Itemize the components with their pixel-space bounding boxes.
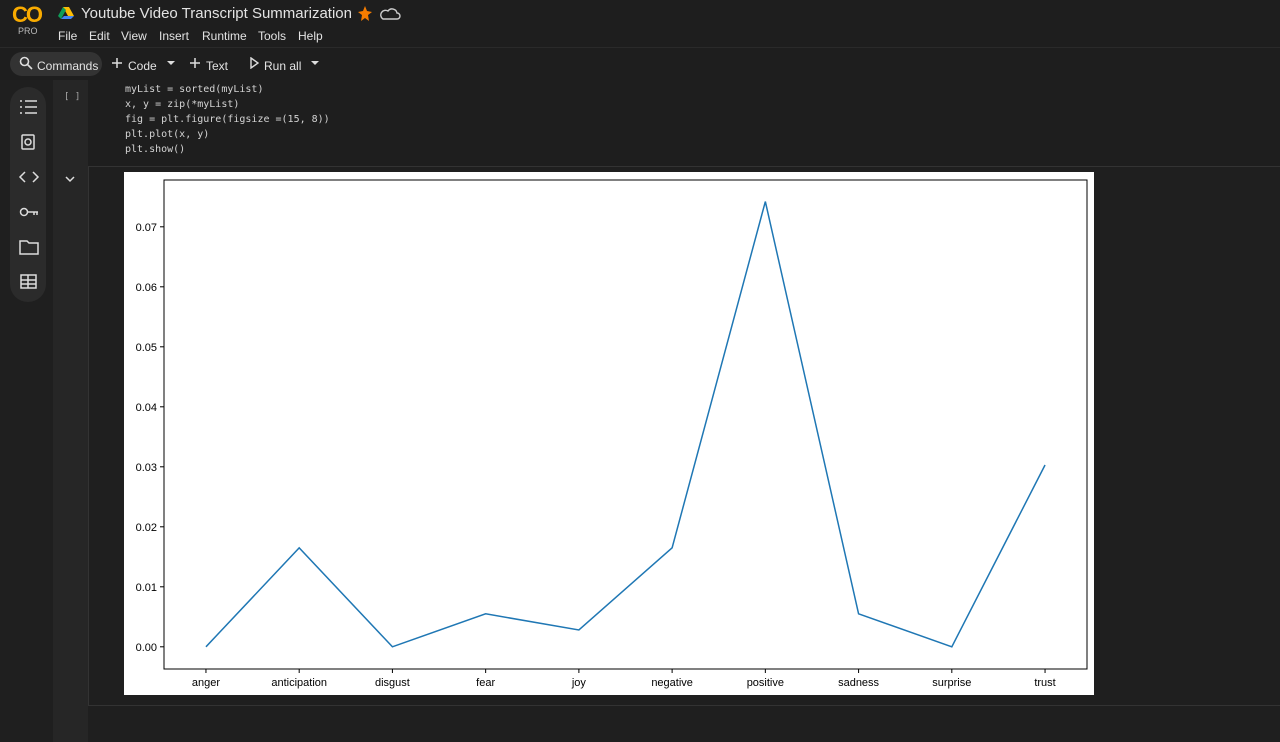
code-line: myList = sorted(myList) <box>125 84 264 95</box>
menu-item[interactable]: Runtime <box>202 29 247 43</box>
line <box>205 201 1046 648</box>
x-tick-label: fear <box>476 677 495 689</box>
menu-item[interactable]: Insert <box>159 29 190 43</box>
y-tick-label: 0.06 <box>136 282 157 294</box>
search-icon <box>19 56 33 70</box>
x-tick-label: sadness <box>838 677 879 689</box>
x-tick-label: surprise <box>932 677 971 689</box>
code-line: plt.plot(x, y) <box>125 129 210 140</box>
y-tick-label: 0.01 <box>136 582 157 594</box>
x-tick-label: anger <box>192 677 220 689</box>
execution-count[interactable]: [ ] <box>64 92 81 102</box>
output-area <box>88 166 1280 706</box>
cell-gutter <box>53 80 88 742</box>
y-tick-label: 0.00 <box>136 642 157 654</box>
menu-item[interactable]: Help <box>298 29 323 43</box>
commands-button[interactable]: Commands <box>37 59 99 73</box>
y-tick-label: 0.04 <box>136 402 157 414</box>
toolbar <box>0 47 1280 80</box>
plus-icon <box>112 58 122 68</box>
y-tick-label: 0.02 <box>136 522 157 534</box>
top-bar <box>0 0 1280 47</box>
code-line: fig = plt.figure(figsize =(15, 8)) <box>125 114 330 125</box>
y-tick-label: 0.03 <box>136 462 157 474</box>
y-tick-label: 0.07 <box>136 222 157 234</box>
x-tick-label: joy <box>571 677 587 689</box>
drive-icon <box>58 7 74 19</box>
sidebar-icons <box>18 100 40 289</box>
menu-item[interactable]: Tools <box>258 29 287 43</box>
dropdown[interactable] <box>310 60 320 66</box>
x-tick-label: positive <box>747 677 784 689</box>
code-cell[interactable]: myList = sorted(myList) x, y = zip(*myLis… <box>88 80 1280 166</box>
x-tick-label: anticipation <box>271 677 327 689</box>
collapse-output[interactable] <box>64 174 76 184</box>
run-all-button[interactable]: Run all <box>264 59 302 73</box>
add-text-button[interactable]: Text <box>206 59 229 73</box>
plus-icon <box>190 58 200 68</box>
menu-item[interactable]: View <box>121 29 147 43</box>
run-icon <box>250 57 259 69</box>
x-tick-label: negative <box>651 677 693 689</box>
code-line: x, y = zip(*myList) <box>125 99 240 110</box>
y-tick-label: 0.05 <box>136 342 157 354</box>
x-tick-label: trust <box>1034 677 1055 689</box>
sidebar <box>10 87 46 302</box>
chart: 0.00 0.01 0.02 0.03 0.04 0.05 0.06 0.07 anger ant… <box>124 172 1094 695</box>
code-line: plt.show() <box>125 144 186 155</box>
dropdown[interactable] <box>166 60 176 66</box>
title-icons <box>358 6 401 21</box>
menu-item[interactable]: Edit <box>89 29 110 43</box>
add-code-button[interactable]: Code <box>128 59 157 73</box>
plot-frame <box>163 179 1088 670</box>
x-tick-label: disgust <box>375 677 410 689</box>
menu-item[interactable]: File <box>58 29 78 43</box>
notebook-title[interactable]: Youtube Video Transcript Summarization <box>81 5 352 22</box>
logo[interactable]: CO <box>12 2 43 27</box>
commands-bg <box>10 52 102 76</box>
plan: PRO <box>18 26 38 36</box>
